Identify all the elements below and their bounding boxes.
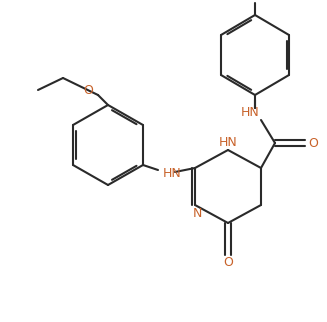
- Text: O: O: [308, 137, 318, 149]
- Text: HN: HN: [219, 136, 237, 148]
- Text: O: O: [223, 257, 233, 270]
- Text: O: O: [83, 83, 93, 97]
- Text: HN: HN: [241, 106, 259, 118]
- Text: N: N: [192, 206, 202, 220]
- Text: HN: HN: [163, 166, 182, 179]
